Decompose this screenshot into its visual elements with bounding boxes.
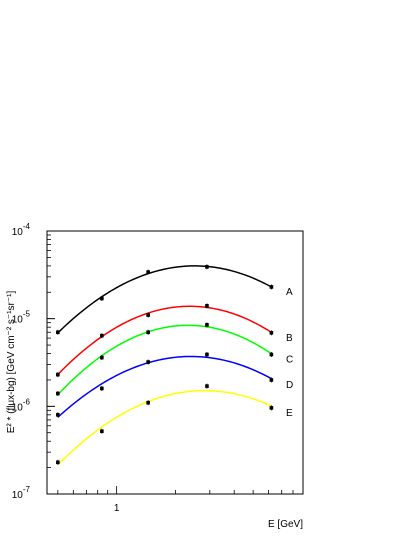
y-axis: 10-4 10-5 10-6 10-7 — [12, 222, 55, 501]
y-tick-label: 10-6 — [12, 397, 31, 413]
data-point — [269, 378, 274, 382]
data-point — [269, 330, 274, 335]
series-label-b: B — [286, 333, 293, 344]
data-point — [205, 265, 209, 269]
y-tick-label: 10-5 — [12, 310, 31, 326]
series-line-e — [57, 389, 272, 466]
data-points — [56, 264, 274, 465]
data-point — [56, 413, 60, 417]
data-point — [205, 384, 209, 388]
data-point — [146, 330, 150, 335]
series-line-a — [57, 265, 272, 334]
data-point — [100, 386, 104, 391]
series-curves — [57, 265, 272, 466]
x-tick-label: 1 — [114, 503, 120, 514]
x-axis-title: E [GeV] — [268, 519, 303, 530]
series-label-e: E — [286, 408, 293, 419]
data-point — [269, 406, 274, 410]
plot-frame — [46, 230, 304, 495]
series-labels: A BC D E — [286, 287, 293, 419]
data-point — [205, 323, 209, 327]
data-point — [100, 429, 104, 434]
data-point — [269, 352, 274, 357]
data-point — [56, 372, 60, 377]
y-tick-label: 10-4 — [12, 222, 31, 238]
series-label-c: C — [286, 355, 293, 366]
series-line-c — [57, 324, 272, 396]
data-point — [100, 296, 104, 301]
data-point — [146, 270, 150, 274]
data-point — [205, 352, 209, 357]
x-axis: 1 — [57, 486, 294, 514]
data-point — [56, 330, 60, 335]
y-axis-title: E² * (flux-bg) [GeV cm⁻² s⁻¹sr⁻¹] — [6, 291, 17, 434]
series-line-d — [57, 355, 272, 418]
series-line-b — [57, 305, 272, 376]
data-point — [146, 313, 150, 317]
data-point — [56, 460, 60, 465]
series-label-d: D — [286, 380, 293, 391]
y-tick-label: 10-7 — [12, 485, 31, 501]
data-point — [56, 391, 60, 396]
series-label-a: A — [286, 287, 293, 298]
data-point — [269, 285, 274, 289]
data-point — [100, 355, 104, 360]
data-point — [205, 304, 209, 308]
data-point — [100, 333, 104, 338]
data-point — [146, 400, 150, 405]
data-point — [146, 360, 150, 364]
